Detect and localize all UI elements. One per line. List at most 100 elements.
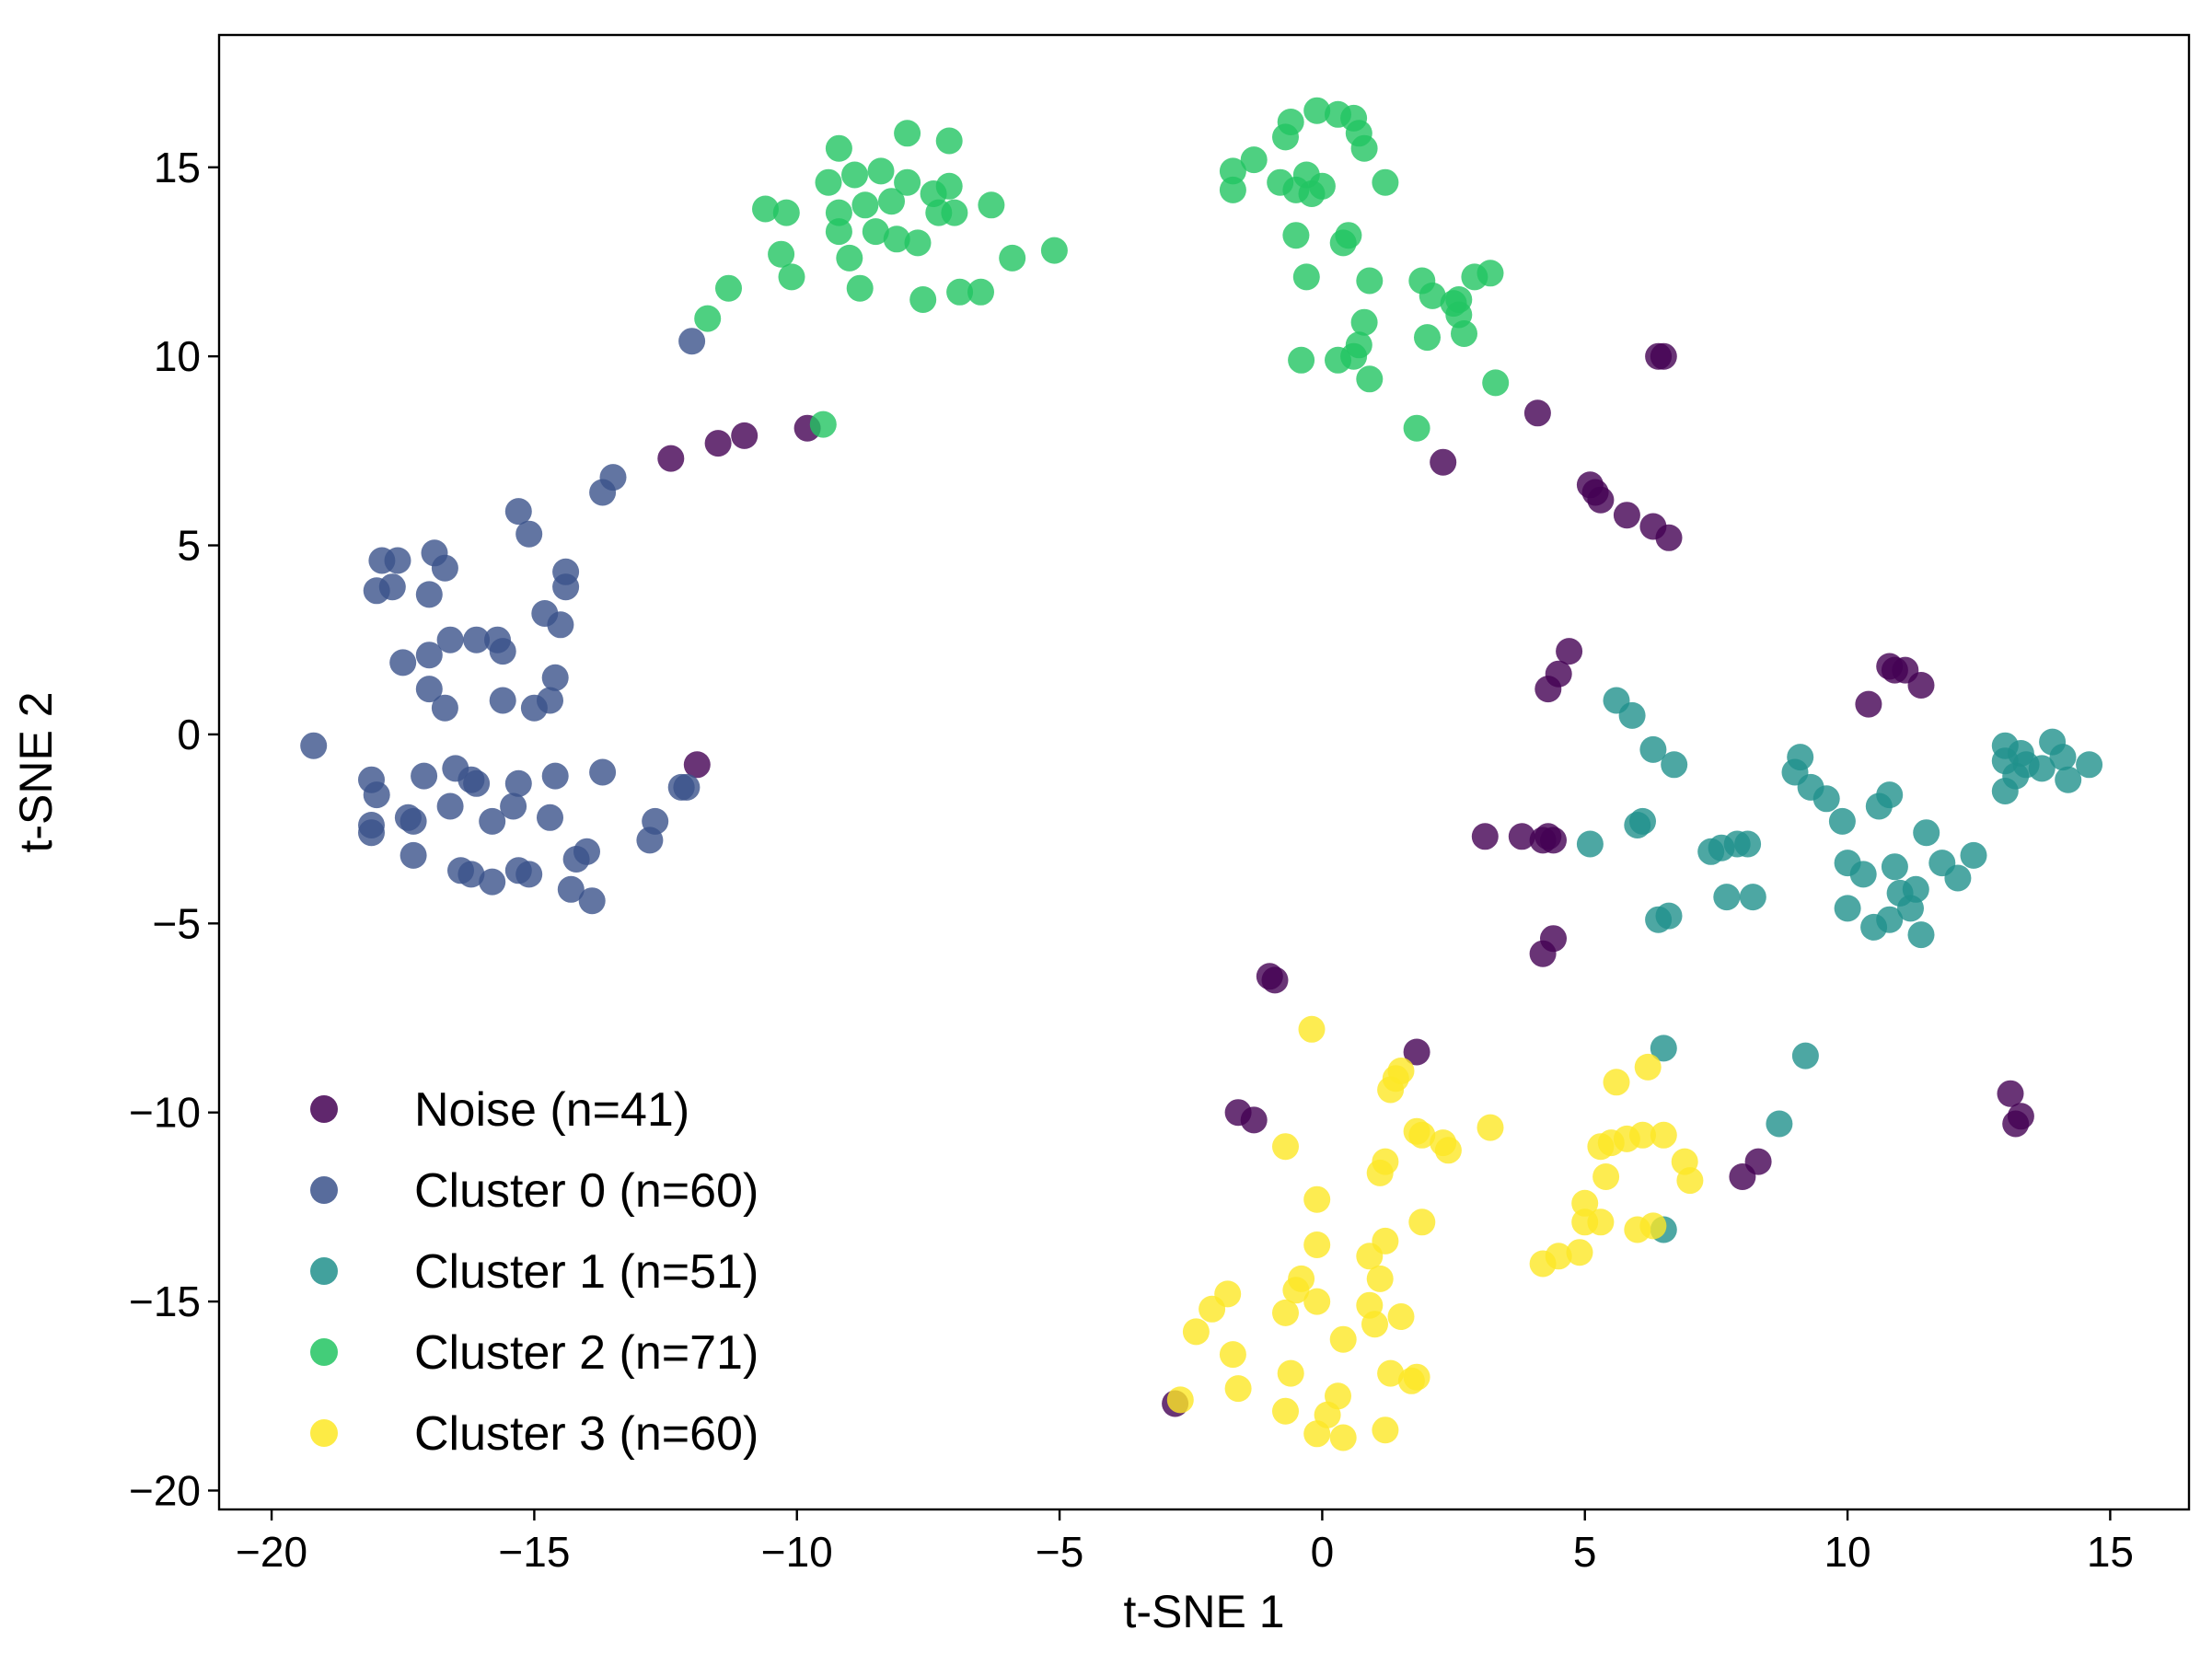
data-point: [479, 868, 506, 896]
series-3-points: [694, 97, 1510, 442]
legend-item: Cluster 0 (n=60): [310, 1164, 759, 1218]
data-point: [1350, 308, 1378, 336]
data-point: [1634, 1053, 1662, 1081]
data-point: [2055, 766, 2082, 793]
data-point: [836, 244, 863, 272]
data-point: [1445, 286, 1473, 313]
data-point: [1734, 830, 1762, 858]
data-point: [1308, 172, 1336, 200]
data-point: [909, 286, 937, 313]
data-point: [1902, 875, 1929, 903]
data-point: [1766, 1110, 1793, 1138]
data-point: [1303, 1185, 1331, 1213]
data-point: [1508, 823, 1535, 850]
x-tick-label: 0: [1311, 1528, 1335, 1576]
legend-label: Cluster 2 (n=71): [414, 1326, 759, 1380]
data-point: [673, 773, 701, 801]
data-point: [1361, 1311, 1388, 1338]
series-4-points: [1166, 1015, 1704, 1451]
data-point: [1713, 884, 1741, 911]
data-point: [1881, 656, 1908, 684]
data-point: [1403, 414, 1430, 442]
data-point: [1303, 97, 1331, 124]
data-point: [678, 328, 706, 355]
data-point: [1430, 448, 1457, 476]
data-point: [363, 781, 390, 809]
data-point: [400, 841, 427, 869]
data-point: [1676, 1167, 1704, 1195]
data-point: [941, 199, 968, 226]
legend-marker: [310, 1176, 338, 1204]
data-point: [1372, 168, 1399, 196]
x-tick-label: 10: [1824, 1528, 1870, 1576]
data-point: [411, 762, 438, 790]
series-1-points: [300, 328, 706, 915]
data-point: [1828, 807, 1856, 835]
data-point: [1581, 479, 1609, 506]
data-point: [1372, 1148, 1399, 1175]
data-point: [1303, 1231, 1331, 1258]
data-point: [557, 875, 585, 903]
data-point: [1288, 346, 1315, 374]
legend-marker: [310, 1095, 338, 1123]
data-point: [1372, 1227, 1399, 1255]
data-point: [1556, 638, 1583, 665]
data-point: [1618, 701, 1646, 729]
data-point: [825, 218, 852, 246]
data-point: [1219, 176, 1246, 203]
legend-label: Cluster 0 (n=60): [414, 1164, 759, 1218]
data-point: [515, 520, 543, 548]
data-point: [1613, 502, 1640, 529]
legend-marker: [310, 1338, 338, 1366]
data-point: [1876, 781, 1904, 809]
data-point: [389, 649, 417, 676]
data-point: [1272, 1133, 1299, 1161]
data-point: [1182, 1318, 1210, 1346]
data-point: [384, 547, 411, 574]
data-point: [999, 244, 1026, 272]
data-point: [1639, 1212, 1667, 1240]
data-point: [378, 573, 406, 601]
data-point: [1991, 778, 2019, 804]
data-point: [1535, 823, 1562, 850]
legend-item: Noise (n=41): [310, 1083, 689, 1137]
data-point: [1303, 1288, 1331, 1315]
data-point: [436, 792, 464, 820]
data-point: [1372, 1416, 1399, 1444]
data-point: [457, 861, 485, 888]
data-point: [541, 664, 569, 691]
data-point: [1739, 884, 1766, 911]
data-point: [1650, 1121, 1677, 1149]
data-point: [2076, 751, 2103, 779]
data-point: [431, 554, 458, 582]
data-point: [589, 479, 617, 506]
data-point: [1272, 1299, 1299, 1326]
data-point: [1834, 895, 1861, 922]
data-point: [1960, 841, 1987, 869]
data-point: [1387, 1058, 1415, 1084]
data-point: [573, 838, 600, 865]
data-point: [657, 445, 685, 472]
data-point: [1419, 282, 1446, 309]
data-point: [1219, 1341, 1246, 1369]
data-point: [537, 687, 563, 714]
data-point: [1403, 1038, 1430, 1066]
data-point: [415, 676, 443, 703]
y-axis-label: t-SNE 2: [10, 691, 62, 852]
data-point: [1282, 1277, 1310, 1304]
x-tick-label: 5: [1573, 1528, 1597, 1576]
data-point: [1650, 1035, 1677, 1062]
plot-frame: [217, 33, 2191, 1511]
points-layer: [300, 97, 2103, 1451]
data-point: [1603, 1069, 1630, 1096]
data-point: [504, 498, 532, 526]
x-tick-label: −20: [236, 1528, 307, 1576]
data-point: [300, 732, 328, 759]
data-point: [500, 792, 527, 820]
data-point: [978, 191, 1005, 219]
data-point: [1335, 222, 1362, 249]
data-point: [1408, 1121, 1436, 1149]
legend-label: Cluster 1 (n=51): [414, 1245, 759, 1299]
data-point: [1350, 134, 1378, 162]
x-axis: −20 −15 −10 −5 0 5 10 15: [236, 1509, 2134, 1576]
